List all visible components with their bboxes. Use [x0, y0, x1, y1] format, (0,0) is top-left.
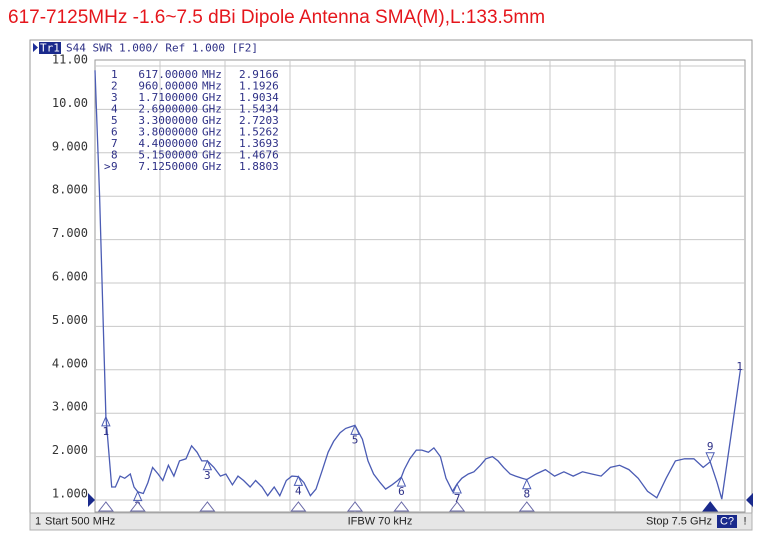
marker-table-label: 2 [111, 80, 118, 93]
channel-number: 1 [35, 515, 41, 527]
trace-line [94, 70, 742, 500]
marker-triangle [101, 415, 111, 427]
stop-frequency: Stop 7.5 GHz [646, 515, 712, 527]
marker-table-value: 1.5434 [239, 103, 279, 116]
marker-table-unit: GHz [202, 103, 222, 116]
y-tick-label: 5.000 [52, 313, 88, 327]
marker-table-label: 7 [111, 137, 118, 150]
y-tick-label: 4.000 [52, 356, 88, 370]
warning: ! [743, 515, 746, 527]
marker-table-value: 2.7203 [239, 114, 279, 127]
marker-axis-triangle [449, 501, 466, 512]
marker-table-unit: MHz [202, 80, 222, 93]
marker-triangle [452, 482, 462, 494]
status-bar [29, 512, 753, 531]
trace-tag[interactable]: Tr1 [40, 42, 60, 55]
marker-axis-triangle [97, 501, 114, 512]
marker-label: 1 [103, 425, 110, 438]
y-tick-label: 9.000 [52, 139, 88, 153]
marker-axis-triangle [702, 501, 719, 512]
marker-table-unit: GHz [202, 160, 222, 173]
marker-table-label: 8 [111, 149, 118, 162]
chart-title: 617-7125MHz -1.6~7.5 dBi Dipole Antenna … [8, 7, 545, 28]
marker-table-value: 1.4676 [239, 149, 279, 162]
ref-level-right [746, 493, 753, 507]
marker-table-frequency: 617.00000 [138, 68, 198, 81]
marker-triangle [350, 424, 360, 435]
marker-table-unit: GHz [202, 114, 222, 127]
y-tick-label: 10.00 [52, 96, 88, 110]
marker-triangle [293, 475, 304, 486]
y-tick-label: 11.00 [52, 53, 88, 67]
marker-axis-triangle [393, 501, 410, 512]
start-frequency: Start 500 MHz [45, 515, 115, 527]
marker-active-prefix: > [104, 160, 111, 173]
marker-triangle [132, 490, 143, 502]
marker-table-value: 1.3693 [239, 137, 279, 150]
y-tick-label: 3.000 [52, 400, 88, 414]
trace-indicator [33, 43, 38, 52]
marker-table-frequency: 2.6900000 [138, 103, 198, 116]
y-tick-label: 8.000 [52, 183, 88, 197]
marker-table-unit: GHz [202, 137, 222, 150]
marker-table-frequency: 7.1250000 [138, 160, 198, 173]
marker-label: 5 [352, 433, 359, 446]
marker-axis-triangle [290, 501, 307, 512]
marker-triangle [202, 459, 213, 471]
y-tick-label: 1.000 [52, 487, 88, 501]
marker-table-value: 2.9166 [239, 68, 279, 81]
marker-table-value: 1.8803 [239, 160, 279, 173]
marker-table-frequency: 4.4000000 [138, 137, 198, 150]
marker-table-unit: GHz [202, 91, 222, 104]
ifbw: IFBW 70 kHz [348, 515, 413, 527]
marker-table-label: 6 [111, 126, 118, 139]
marker-table-label: 1 [111, 68, 118, 81]
marker-table-label: 4 [111, 103, 118, 116]
y-tick-label: 7.000 [52, 226, 88, 240]
marker-label: 9 [707, 440, 714, 453]
marker-label: 6 [398, 485, 405, 498]
marker-table-label: 9 [111, 160, 118, 173]
marker-table-value: 1.1926 [239, 80, 279, 93]
status[interactable]: C? [720, 515, 734, 527]
marker-table-frequency: 3.8000000 [138, 126, 198, 139]
y-tick-label: 6.000 [52, 270, 88, 284]
marker-triangle [396, 475, 407, 487]
marker-axis-triangle [518, 501, 535, 512]
marker-label: 3 [204, 469, 211, 482]
trace-header: S44 SWR 1.000/ Ref 1.000 [F2] [66, 42, 258, 55]
marker-label: 8 [523, 488, 530, 501]
trace-tag-box[interactable] [39, 42, 61, 54]
marker-table-label: 3 [111, 91, 118, 104]
marker-table-unit: MHz [202, 68, 222, 81]
marker-triangle [705, 452, 715, 464]
marker-label: 7 [454, 492, 461, 505]
marker-table-frequency: 1.7100000 [138, 91, 198, 104]
marker-table-unit: GHz [202, 126, 222, 139]
y-tick-label: 2.000 [52, 443, 88, 457]
marker-table-unit: GHz [202, 149, 222, 162]
marker-axis-triangle [199, 501, 216, 512]
marker-table-label: 5 [111, 114, 118, 127]
marker-table-frequency: 960.00000 [138, 80, 198, 93]
marker-table-frequency: 3.3000000 [138, 114, 198, 127]
marker-triangle [522, 478, 532, 490]
status-box[interactable] [717, 515, 737, 528]
marker-axis-triangle [129, 501, 146, 512]
marker-table-frequency: 5.1500000 [138, 149, 198, 162]
trace-label: 1 [736, 360, 743, 373]
marker-label: 4 [295, 484, 302, 497]
marker-table-value: 1.9034 [239, 91, 279, 104]
ref-level-left [88, 493, 95, 507]
marker-table-value: 1.5262 [239, 126, 279, 139]
marker-axis-triangle [346, 501, 364, 512]
